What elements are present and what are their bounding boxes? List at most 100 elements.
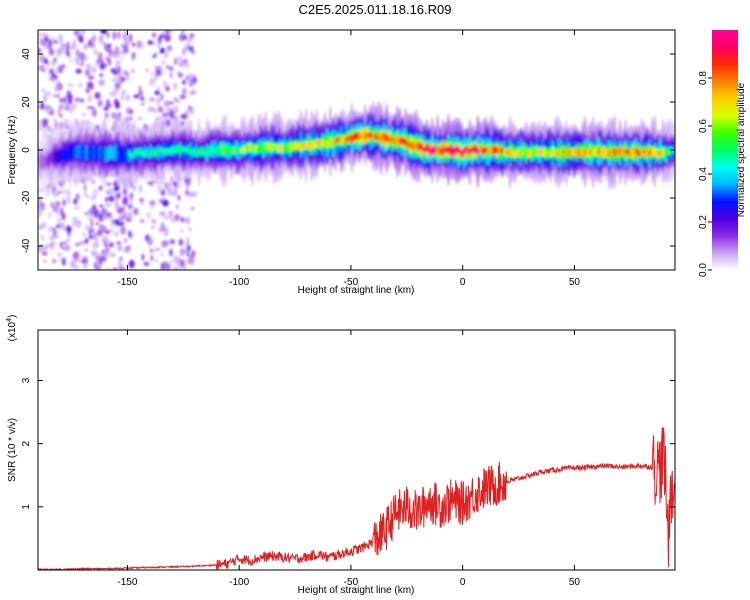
spectrogram-ridge-cell xyxy=(403,138,408,147)
spectrogram-noise-cell xyxy=(118,51,126,55)
spectrogram-ridge-cell xyxy=(637,149,641,158)
spectrogram-noise-cell xyxy=(56,190,62,195)
spectrogram-noise-cell xyxy=(66,41,70,51)
spectrogram-noise-cell xyxy=(154,71,158,81)
spectrogram-ridge-cell xyxy=(130,152,134,160)
spectrogram-noise-cell xyxy=(139,184,143,193)
spectrogram-ridge-cell xyxy=(406,140,410,149)
spectrogram-noise-cell xyxy=(115,78,119,84)
spectrogram-noise-cell xyxy=(76,57,80,64)
spectrogram-ridge-cell xyxy=(438,146,442,156)
spectrogram-noise-cell xyxy=(156,185,163,193)
spectrogram-noise-cell xyxy=(83,265,88,269)
spectrogram-ridge-cell xyxy=(157,146,161,153)
spectrogram-ridge-cell xyxy=(524,146,528,156)
spectrogram-noise-cell xyxy=(48,43,52,51)
spectrogram-noise-cell xyxy=(129,33,133,43)
spectrogram-noise-cell xyxy=(172,266,179,270)
spectrogram-noise-cell xyxy=(169,71,173,79)
spectrogram-ridge-cell xyxy=(631,148,636,157)
spectrogram-noise-cell xyxy=(133,94,140,99)
spectrogram-ridge-cell xyxy=(473,143,477,154)
spectrogram-noise-cell xyxy=(78,37,84,43)
spectrogram-noise-cell xyxy=(139,96,145,101)
spectrogram-noise-cell xyxy=(153,180,158,184)
spectrogram-noise-cell xyxy=(150,200,154,210)
spectrogram-noise-cell xyxy=(116,192,121,198)
spectrogram-ridge-cell xyxy=(476,147,480,156)
spectrogram-noise-cell xyxy=(113,187,119,191)
spectrogram-noise-cell xyxy=(39,208,45,212)
spectrogram-ridge-cell xyxy=(63,148,67,163)
spectrogram-noise-cell xyxy=(117,244,123,252)
spectrogram-noise-cell xyxy=(73,30,80,35)
spectrogram-noise-cell xyxy=(180,30,185,34)
spectrogram-noise-cell xyxy=(154,65,158,70)
spectrogram-noise-cell xyxy=(41,87,46,93)
spectrogram-ridge-cell xyxy=(492,145,496,155)
spectrogram-ridge-cell xyxy=(237,147,241,155)
spectrogram-noise-cell xyxy=(128,259,135,269)
snr-y-ticks: 1 2 3 xyxy=(21,377,675,510)
spectrogram-ridge-cell xyxy=(95,143,99,160)
spectrogram-noise-cell xyxy=(51,184,57,193)
spectrogram-noise-cell xyxy=(95,236,99,245)
spectrogram-noise-cell xyxy=(117,260,123,269)
spectrogram-noise-cell xyxy=(51,227,56,231)
spectrogram-noise-cell xyxy=(146,211,152,220)
spectrogram-ridge-cell xyxy=(358,132,362,140)
spectrogram-noise-cell xyxy=(185,43,189,53)
spectrogram-ridge-cell xyxy=(253,144,257,152)
spectrogram-ridge-cell xyxy=(106,146,110,162)
spectrogram-ridge-cell xyxy=(529,148,534,157)
spectrogram-noise-cell xyxy=(118,215,123,223)
spectrogram-noise-cell xyxy=(141,253,145,261)
spectrogram-ridge-cell xyxy=(556,149,560,159)
spectrogram-noise-cell xyxy=(52,58,56,67)
spectrogram-ridge-cell xyxy=(535,146,539,156)
spectrogram-noise-cell xyxy=(46,61,51,65)
spectrogram-ridge-cell xyxy=(433,145,437,155)
spectrogram-ridge-cell xyxy=(151,147,155,157)
spectrogram-ridge-cell xyxy=(436,145,440,153)
spectrogram-ridge-cell xyxy=(242,145,247,154)
spectrogram-ridge-cell xyxy=(634,146,638,155)
spectrogram-ridge-cell xyxy=(76,144,80,159)
spectrogram-noise-cell xyxy=(105,103,112,109)
spectrogram-noise-cell xyxy=(161,240,168,248)
spectrogram-ridge-cell xyxy=(326,140,330,148)
spectrogram-ridge-cell xyxy=(159,147,163,154)
spectrogram-ridge-cell xyxy=(127,149,131,157)
spectrogram-ridge-cell xyxy=(371,131,375,141)
spectrogram-noise-cell xyxy=(172,188,178,197)
spectrogram-noise-cell xyxy=(159,67,164,77)
spectrogram-ridge-cell xyxy=(441,146,445,156)
y-tick-label: 3 xyxy=(21,377,32,383)
spectrogram-ridge-cell xyxy=(578,149,582,159)
spectrogram-ridge-cell xyxy=(615,147,619,157)
spectrogram-noise-cell xyxy=(191,249,195,259)
spectrogram-noise-cell xyxy=(108,195,115,203)
spectrogram-ridge-cell xyxy=(468,147,472,157)
spectrogram-noise-cell xyxy=(63,241,67,246)
spectrogram-noise-cell xyxy=(154,247,161,252)
spectrogram-ridge-cell xyxy=(398,136,402,146)
spectrogram-noise-cell xyxy=(139,197,144,202)
spectrogram-ridge-cell xyxy=(116,143,121,161)
spectrogram-noise-cell xyxy=(169,248,173,257)
spectrogram-noise-cell xyxy=(111,219,114,224)
spectrogram-ridge-cell xyxy=(100,146,104,162)
spectrogram-noise-cell xyxy=(66,196,71,205)
x-tick-label: 0 xyxy=(460,577,466,588)
spectrogram-noise-cell xyxy=(160,222,165,231)
spectrogram-noise-cell xyxy=(59,222,66,231)
spectrogram-noise-cell xyxy=(69,54,72,64)
spectrogram-noise-cell xyxy=(166,45,173,52)
spectrogram-noise-cell xyxy=(163,100,170,107)
spectrogram-noise-cell xyxy=(185,181,189,190)
spectrogram-noise-cell xyxy=(132,42,136,47)
spectrogram-noise-cell xyxy=(91,179,96,185)
spectrogram-ridge-cell xyxy=(497,146,501,154)
spectrogram-noise-cell xyxy=(50,246,54,251)
spectrogram-noise-cell xyxy=(86,106,93,110)
